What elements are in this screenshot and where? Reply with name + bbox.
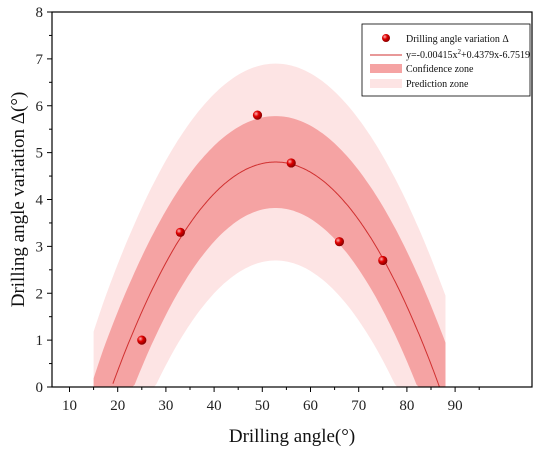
legend-label-confidence: Confidence zone	[406, 64, 474, 75]
y-tick-label: 1	[36, 333, 44, 349]
y-tick-label: 5	[36, 146, 44, 162]
data-point	[252, 110, 263, 120]
legend-label-points: Drilling angle variation Δ	[406, 34, 509, 45]
y-axis-title: Drilling angle variation Δ(°)	[8, 92, 29, 308]
legend-marker-points	[382, 34, 390, 42]
x-tick-label: 50	[255, 398, 270, 414]
confidence-zone-band	[93, 116, 446, 387]
y-tick-label: 2	[36, 286, 44, 302]
x-tick-label: 80	[399, 398, 414, 414]
data-point	[286, 158, 296, 168]
axes: 10 20 30 40 50 60 70 80 90 0 1 2 3 4 5 6 7 8	[36, 5, 533, 414]
y-tick-label: 4	[36, 193, 44, 209]
data-point	[175, 227, 185, 237]
legend-label-fit: y=-0.00415x2+0.4379x-6.7519	[406, 48, 530, 61]
y-tick-label: 0	[36, 380, 44, 396]
y-tick-label: 7	[36, 52, 44, 68]
legend-marker-confidence	[370, 64, 402, 73]
x-tick-label: 70	[351, 398, 366, 414]
y-tick-label: 3	[36, 239, 44, 255]
y-tick-label: 6	[36, 99, 44, 115]
plot-area	[93, 63, 446, 387]
y-tick-label: 8	[36, 5, 44, 21]
data-point	[334, 237, 345, 247]
x-axis-title: Drilling angle(°)	[229, 426, 355, 447]
x-tick-label: 90	[448, 398, 463, 414]
data-point	[137, 335, 147, 345]
x-tick-label: 30	[158, 398, 173, 414]
legend: Drilling angle variation Δ y=-0.00415x2+…	[361, 23, 531, 97]
legend-marker-prediction	[370, 79, 402, 88]
legend-label-prediction: Prediction zone	[406, 79, 469, 90]
x-tick-label: 20	[110, 398, 125, 414]
data-point	[378, 255, 388, 266]
x-tick-label: 40	[207, 398, 222, 414]
x-tick-label: 10	[62, 398, 77, 414]
x-tick-label: 60	[303, 398, 318, 414]
prediction-zone-band	[93, 63, 446, 387]
data-points	[137, 110, 388, 345]
